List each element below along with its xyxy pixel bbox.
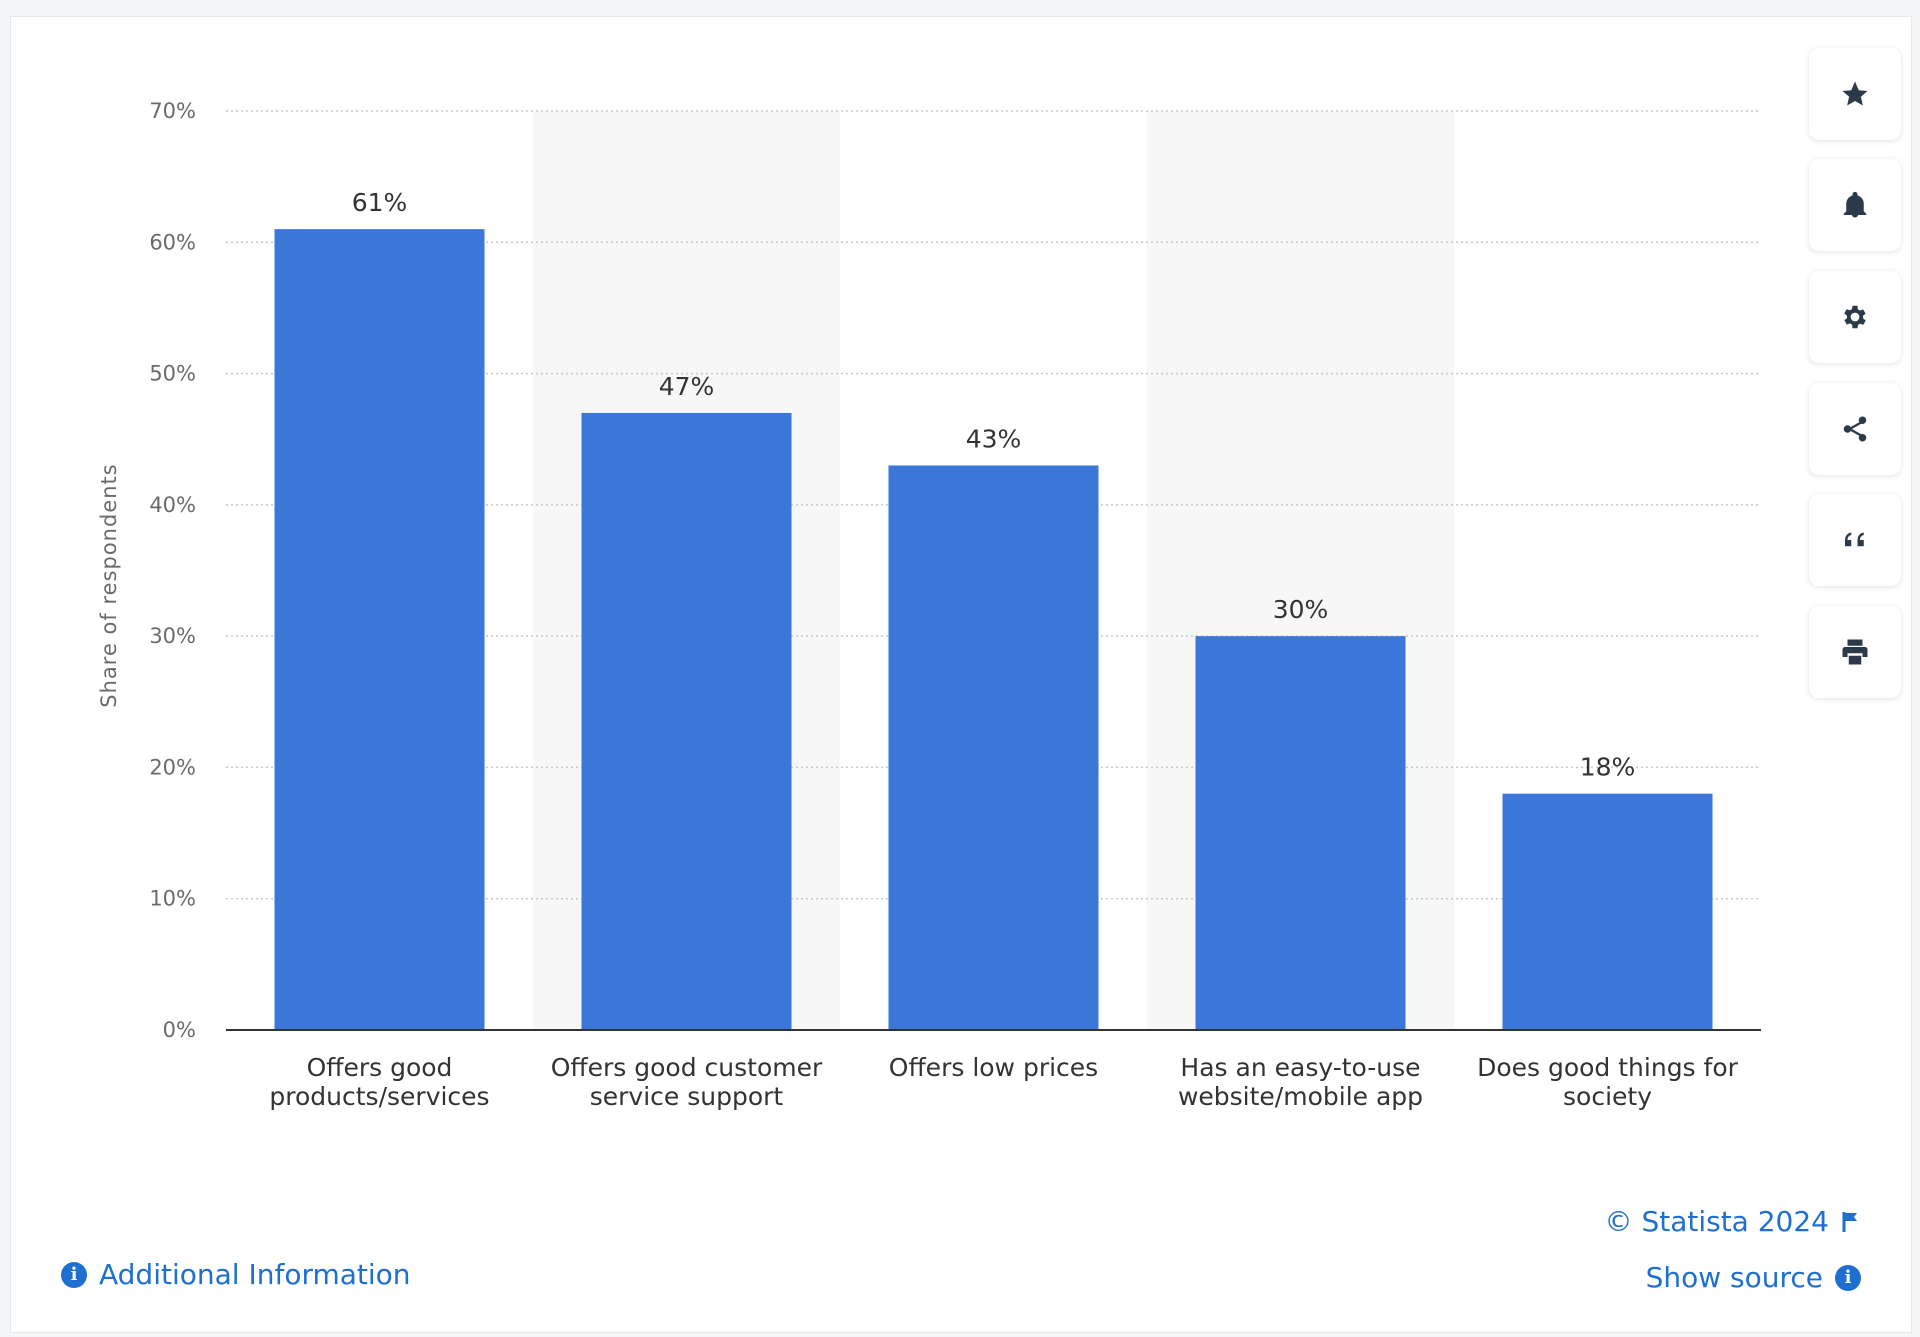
bar: [1502, 793, 1713, 1030]
info-icon: i: [61, 1261, 87, 1288]
y-axis-title: Share of respondents: [97, 463, 121, 707]
data-label: 47%: [659, 372, 715, 401]
x-tick-label: Offers good customer: [551, 1053, 823, 1082]
x-tick-label: website/mobile app: [1178, 1082, 1423, 1111]
y-tick-label: 70%: [149, 99, 196, 123]
chart-card: 0% 10% 20% 30% 40% 50% 60% 70% Share of responde…: [10, 16, 1912, 1333]
y-tick-label: 0%: [163, 1018, 196, 1042]
share-button[interactable]: [1809, 383, 1901, 475]
y-tick-label: 60%: [149, 230, 196, 254]
star-icon: [1842, 81, 1868, 106]
y-tick-label: 50%: [149, 362, 196, 386]
settings-button[interactable]: [1809, 271, 1901, 363]
y-tick-label: 30%: [149, 624, 196, 648]
data-label: 43%: [966, 424, 1022, 453]
print-button[interactable]: [1809, 606, 1901, 698]
x-tick-label: Offers low prices: [889, 1053, 1098, 1082]
show-source-label: Show source: [1645, 1261, 1823, 1294]
x-tick-label: service support: [590, 1082, 784, 1111]
gear-icon: [1844, 305, 1866, 329]
x-tick-label: society: [1563, 1082, 1652, 1111]
data-label: 61%: [352, 188, 408, 217]
bar: [888, 465, 1099, 1030]
x-tick-label: Offers good: [307, 1053, 453, 1082]
copyright-text: © Statista 2024: [1604, 1205, 1829, 1238]
x-tick-label: products/services: [269, 1082, 489, 1111]
data-label: 30%: [1273, 595, 1329, 624]
info-icon: i: [1835, 1264, 1861, 1291]
additional-information-label: Additional Information: [99, 1258, 411, 1291]
bar: [1195, 636, 1406, 1030]
data-label: 18%: [1580, 753, 1636, 782]
additional-information-link[interactable]: i Additional Information: [61, 1258, 411, 1291]
share-icon: [1843, 416, 1867, 442]
y-tick-label: 40%: [149, 493, 196, 517]
y-tick-label: 20%: [149, 755, 196, 779]
bar-chart: 0% 10% 20% 30% 40% 50% 60% 70% Share of responde…: [97, 99, 1761, 1111]
favorite-button[interactable]: [1809, 48, 1901, 140]
bell-icon: [1843, 191, 1867, 218]
bar: [274, 229, 485, 1030]
copyright-notice: © Statista 2024: [1605, 1205, 1861, 1238]
show-source-link[interactable]: Show source i: [1646, 1261, 1861, 1294]
y-tick-label: 10%: [149, 887, 196, 911]
flag-icon[interactable]: [1841, 1211, 1861, 1233]
notification-button[interactable]: [1809, 159, 1901, 251]
cite-button[interactable]: [1809, 494, 1901, 586]
bar: [581, 412, 792, 1030]
quote-icon: [1845, 532, 1864, 547]
x-tick-label: Has an easy-to-use: [1180, 1053, 1420, 1082]
x-tick-label: Does good things for: [1477, 1053, 1739, 1082]
print-icon: [1842, 639, 1868, 665]
